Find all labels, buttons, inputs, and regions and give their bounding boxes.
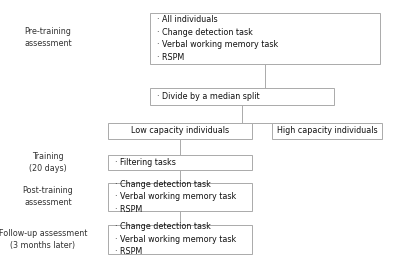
Text: · Filtering tasks: · Filtering tasks: [115, 158, 176, 167]
FancyBboxPatch shape: [150, 13, 380, 64]
Text: Pre-training
assessment: Pre-training assessment: [24, 27, 72, 48]
Text: · All individuals
· Change detection task
· Verbal working memory task
· RSPM: · All individuals · Change detection tas…: [157, 15, 278, 62]
Text: · Divide by a median split: · Divide by a median split: [157, 92, 260, 101]
FancyBboxPatch shape: [272, 123, 382, 139]
Text: · Change detection task
· Verbal working memory task
· RSPM: · Change detection task · Verbal working…: [115, 223, 236, 256]
Text: Training
(20 days): Training (20 days): [29, 152, 67, 173]
FancyBboxPatch shape: [150, 88, 334, 105]
FancyBboxPatch shape: [108, 155, 252, 170]
Text: · Change detection task
· Verbal working memory task
· RSPM: · Change detection task · Verbal working…: [115, 180, 236, 213]
Text: Follow-up assessment
(3 months later): Follow-up assessment (3 months later): [0, 229, 87, 250]
FancyBboxPatch shape: [108, 183, 252, 211]
FancyBboxPatch shape: [108, 225, 252, 253]
Text: High capacity individuals: High capacity individuals: [277, 126, 377, 135]
FancyBboxPatch shape: [108, 123, 252, 139]
Text: Low capacity individuals: Low capacity individuals: [131, 126, 229, 135]
Text: Post-training
assessment: Post-training assessment: [23, 186, 73, 207]
